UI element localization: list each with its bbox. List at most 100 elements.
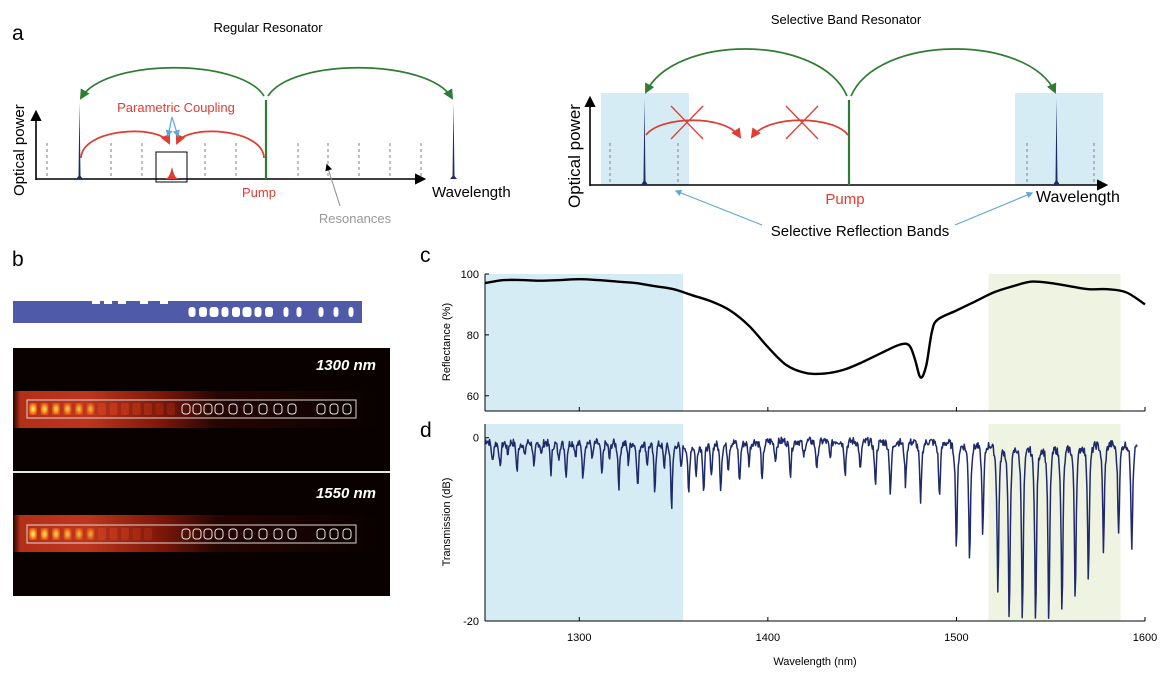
field-hole-outline	[203, 403, 213, 415]
regular-title: Regular Resonator	[213, 20, 323, 35]
waveguide-notch	[160, 301, 168, 304]
resonances-pointer	[325, 163, 341, 207]
field-hotspot	[86, 403, 95, 415]
field-hotspot	[144, 528, 152, 540]
bands-pointer-left	[674, 189, 763, 226]
selective-resonances	[609, 143, 1095, 184]
field-map-1550-label: 1550 nm	[316, 485, 376, 502]
field-hole-outline	[258, 528, 268, 540]
field-hole-outline	[243, 403, 253, 415]
field-hole-outline	[258, 403, 268, 415]
waveguide-hole	[221, 307, 229, 317]
waveguide-hole	[265, 307, 273, 317]
waveguide-hole	[318, 307, 324, 317]
transmission-ticks: 0 -20 1300 1400 1500 1600	[463, 433, 1157, 644]
field-hotspot	[75, 403, 83, 415]
field-hole-outline	[329, 528, 339, 540]
field-map-1300-holes	[181, 403, 352, 415]
selective-peak-left	[641, 98, 648, 185]
selective-red-arc-right	[750, 119, 849, 139]
field-map-1550: 1550 nm	[13, 473, 390, 596]
waveguide-notch	[140, 301, 148, 304]
field-hole-outline	[273, 528, 283, 540]
reflectance-chart: 60 80 100 Reflectance (%)	[441, 269, 1146, 412]
field-hotspot	[52, 528, 60, 540]
parametric-coupling-label: Parametric Coupling	[117, 100, 235, 115]
waveguide-hole	[254, 307, 262, 317]
field-hole-outline	[214, 403, 224, 415]
reflectance-y-tick-label: 80	[467, 330, 479, 342]
field-map-1300-outline	[26, 399, 357, 419]
transmission-x-label: Wavelength (nm)	[773, 656, 856, 668]
waveguide-hole	[199, 307, 207, 317]
regular-green-arc-left	[79, 66, 265, 100]
regular-resonator-schematic: Regular Resonator Optical power Waveleng…	[11, 20, 511, 226]
selective-title: Selective Band Resonator	[771, 12, 922, 27]
field-hole-outline	[287, 403, 297, 415]
field-map-1300-glow	[13, 391, 383, 428]
coupling-pointer-left	[165, 116, 173, 138]
waveguide-notch	[104, 301, 112, 304]
field-hole-outline	[203, 528, 213, 540]
waveguide-hole	[188, 307, 196, 317]
field-hole-outline	[192, 528, 202, 540]
field-hotspot	[63, 528, 72, 540]
reflection-bands-label: Selective Reflection Bands	[771, 223, 949, 240]
reflectance-band-1	[485, 274, 683, 411]
field-hotspot	[29, 403, 37, 415]
field-hotspot	[167, 403, 175, 415]
regular-resonances	[46, 143, 422, 178]
field-map-1550-spots	[29, 528, 152, 540]
field-hole-outline	[228, 528, 238, 540]
waveguide-holes	[92, 301, 354, 317]
selective-x-label: Wavelength	[1036, 189, 1120, 206]
field-hole-outline	[287, 528, 297, 540]
transmission-x-tick-label: 1500	[944, 632, 968, 644]
waveguide-body	[13, 301, 362, 323]
transmission-y-label: Transmission (dB)	[441, 478, 453, 567]
reflectance-ticks: 60 80 100	[461, 269, 1146, 411]
zoom-box	[155, 151, 188, 183]
panel-label-d: d	[420, 419, 432, 442]
field-hotspot	[98, 403, 106, 415]
panel-label-b: b	[12, 248, 24, 271]
waveguide-notch	[118, 301, 126, 304]
regular-red-arc-left	[80, 130, 171, 159]
waveguide-hole	[209, 307, 219, 317]
selective-peak-right	[1053, 98, 1060, 185]
selective-green-arc-right	[850, 48, 1057, 97]
field-map-1550-glow	[13, 515, 383, 552]
field-hole-outline	[214, 528, 224, 540]
generated-signal	[165, 167, 179, 179]
waveguide-hole	[283, 307, 289, 317]
field-map-1300-spots	[29, 403, 175, 415]
field-hotspot	[121, 528, 129, 540]
field-map-1550-outline	[26, 524, 357, 544]
waveguide-hole	[232, 307, 240, 317]
reflectance-curve	[484, 278, 1146, 379]
field-hole-outline	[273, 403, 283, 415]
field-hotspot	[121, 403, 129, 415]
selective-resonator-schematic: Selective Band Resonator Optical power W…	[565, 12, 1120, 240]
field-hotspot	[144, 403, 152, 415]
field-hotspot	[155, 403, 164, 415]
field-hole-outline	[316, 528, 326, 540]
reflectance-shaded-bands	[485, 274, 1121, 411]
panel-label-c: c	[420, 244, 431, 267]
waveguide-hole	[242, 307, 252, 317]
field-hotspot	[40, 528, 49, 540]
regular-pump-label: Pump	[242, 185, 276, 200]
field-hole-outline	[316, 403, 326, 415]
reflectance-band-2	[988, 274, 1121, 411]
field-hole-outline	[342, 403, 352, 415]
field-hole-outline	[329, 403, 339, 415]
panel-label-a: a	[12, 22, 24, 45]
blocked-cross-right	[785, 105, 819, 140]
waveguide-hole	[348, 307, 354, 317]
field-hole-outline	[181, 403, 191, 415]
field-hotspot	[63, 403, 72, 415]
field-hotspot	[52, 403, 60, 415]
resonances-label: Resonances	[319, 211, 392, 226]
transmission-x-tick-label: 1300	[567, 632, 591, 644]
